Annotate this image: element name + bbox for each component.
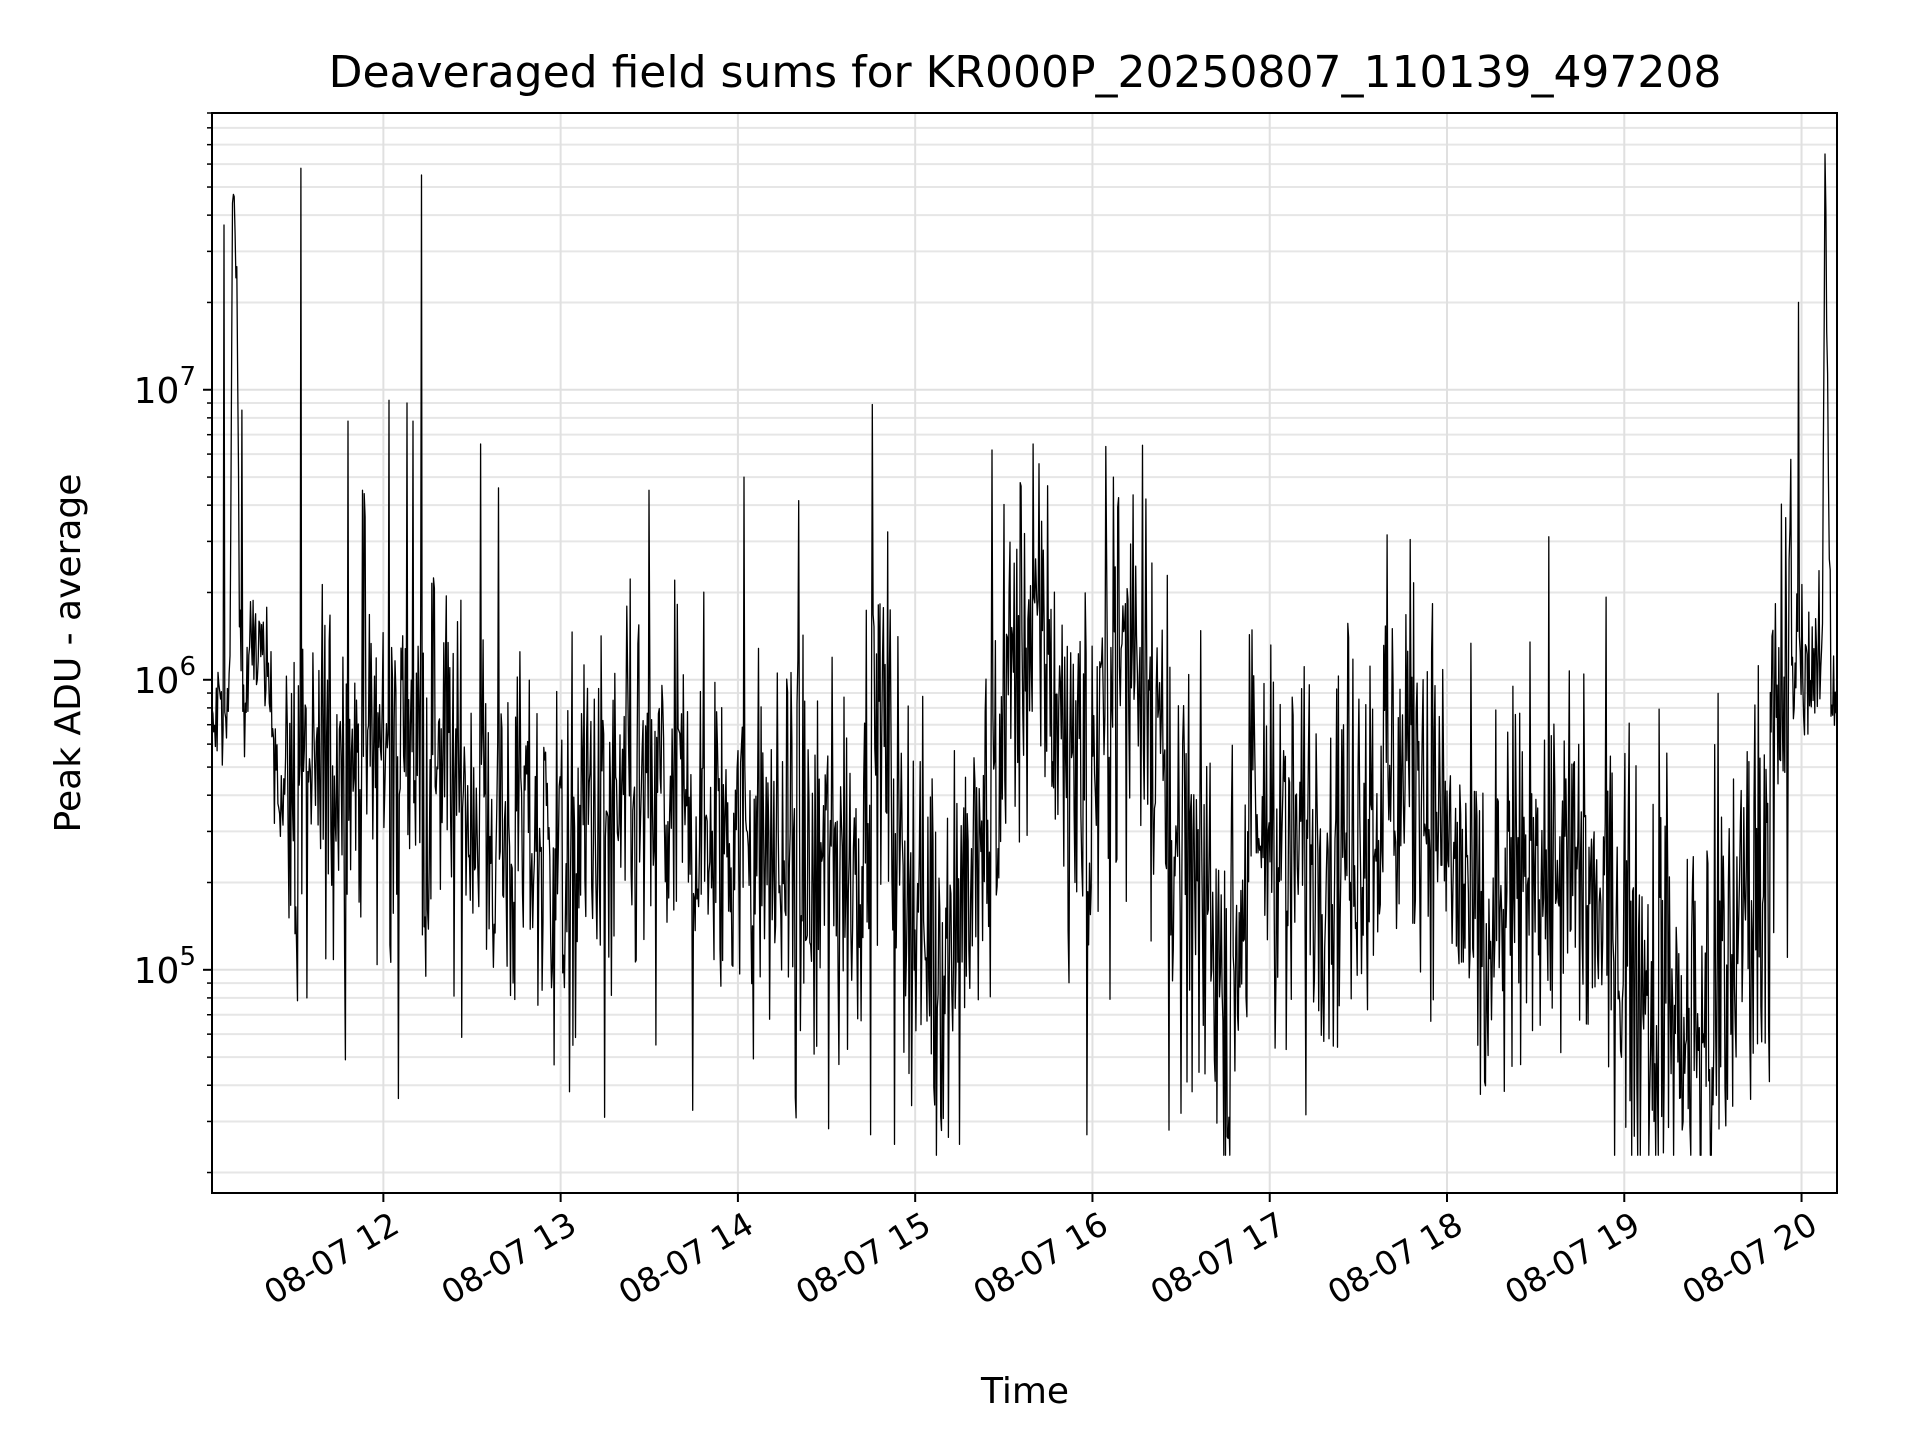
y-tick-label: 106 [134, 652, 196, 702]
y-axis-label: Peak ADU - average [48, 474, 89, 833]
x-axis-label: Time [980, 1371, 1069, 1412]
y-tick-label: 107 [134, 362, 196, 412]
series-line [211, 153, 1838, 1156]
y-tick-label: 105 [134, 942, 196, 992]
y-axis: 105 106 107 [134, 112, 212, 1174]
plot-area [211, 153, 1838, 1156]
axes-frame [211, 112, 1838, 1194]
chart-title: Deaveraged field sums for KR000P_2025080… [329, 47, 1722, 98]
